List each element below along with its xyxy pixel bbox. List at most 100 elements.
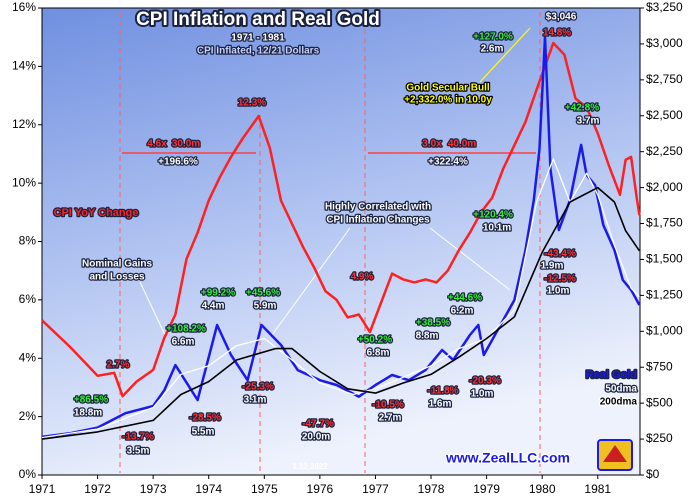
legend-label: 50dma [605, 384, 637, 395]
annotation: 3.1m [244, 395, 267, 406]
annotation: and Losses [89, 272, 144, 283]
annotation: +50.2% [358, 335, 392, 346]
annotation: 6.6m [172, 337, 195, 348]
annotation: +38.5% [416, 318, 450, 329]
annotation: +44.6% [448, 293, 482, 304]
chart-subtitle: 1971 - 1981 [231, 33, 285, 44]
annotation: -43.4% [544, 249, 576, 260]
y-tick-label: 6% [19, 292, 37, 306]
annotation: 5.5m [192, 427, 215, 438]
x-tick-label: 1971 [29, 482, 56, 496]
x-tick-label: 1978 [418, 482, 445, 496]
x-tick-label: 1981 [584, 482, 611, 496]
annotation: 10.1m [483, 223, 511, 234]
y-tick-label: 4% [19, 350, 37, 364]
annotation: 12.3% [238, 98, 266, 109]
annotation: 1.6m [429, 399, 452, 410]
annotation: +127.0% [473, 32, 513, 43]
y2-tick-label: $2,750 [646, 72, 683, 86]
annotation: Nominal Gains [82, 259, 152, 270]
annotation: 40.0m [448, 139, 476, 150]
annotation: 3.5m [127, 446, 150, 457]
annotation: 1.9m [541, 261, 564, 272]
y-tick-label: 16% [12, 0, 36, 14]
annotation: -47.7% [302, 419, 334, 430]
annotation: $3,046 [546, 12, 577, 23]
annotation: +99.2% [201, 288, 235, 299]
annotation: +86.5% [74, 395, 108, 406]
x-tick-label: 1979 [473, 482, 500, 496]
annotation: -12.5% [544, 274, 576, 285]
legend-label: 200dma [600, 397, 638, 408]
annotation: 3.0x [422, 139, 442, 150]
y2-tick-label: $1,250 [646, 288, 683, 302]
annotation: -20.3% [469, 376, 501, 387]
annotation: 30.0m [172, 139, 200, 150]
annotation: -10.5% [372, 400, 404, 411]
x-tick-label: 1976 [307, 482, 334, 496]
annotation: +322.4% [428, 157, 468, 168]
annotation: www.ZealLLC.com [445, 450, 570, 466]
annotation: 5.9m [254, 301, 277, 312]
annotation: 3.7m [577, 116, 600, 127]
annotation: +196.6% [158, 157, 198, 168]
annotation: +45.6% [246, 288, 280, 299]
annotation: 18.8m [74, 408, 102, 419]
y2-tick-label: $750 [646, 359, 673, 373]
pointer-arrow [479, 27, 531, 83]
series-line [41, 158, 640, 439]
y2-tick-label: $1,000 [646, 323, 683, 337]
annotation: Gold Secular Bull [406, 83, 490, 94]
annotation: +108.2% [166, 324, 206, 335]
y2-tick-label: $3,000 [646, 36, 683, 50]
pointer-arrow [139, 281, 166, 336]
series-line [41, 36, 641, 439]
annotation: 1.0m [471, 389, 494, 400]
legend-label: CPI YoY Change [54, 207, 139, 219]
y-tick-label: 0% [19, 467, 37, 481]
chart-title: CPI Inflation and Real Gold [136, 9, 380, 30]
annotation: 1.0m [547, 286, 570, 297]
pointer-arrow [271, 227, 351, 336]
y2-tick-label: $2,000 [646, 180, 683, 194]
x-tick-label: 1974 [195, 482, 222, 496]
x-tick-label: 1972 [84, 482, 111, 496]
annotation: 20.0m [302, 432, 330, 443]
x-tick-label: 1973 [140, 482, 167, 496]
annotation: 2.7m [379, 413, 402, 424]
annotation: 8.8m [416, 331, 439, 342]
y2-tick-label: $0 [646, 467, 660, 481]
series-line [41, 186, 641, 440]
annotation: +42.8% [565, 103, 599, 114]
y2-tick-label: $3,250 [646, 0, 683, 14]
annotation: 14.8% [543, 28, 571, 39]
y-tick-label: 10% [12, 175, 36, 189]
y2-tick-label: $1,500 [646, 252, 683, 266]
chart-subtitle: CPI Inflated, 12/21 Dollars [197, 46, 320, 57]
annotation: Highly Correlated with [325, 202, 431, 213]
annotation: 4.6x [147, 139, 167, 150]
y-tick-label: 2% [19, 409, 37, 423]
y-tick-label: 8% [19, 234, 37, 248]
annotation: 2.6m [481, 44, 504, 55]
pointer-arrow [429, 227, 511, 291]
annotation: 6.8m [367, 348, 390, 359]
y-tick-label: 14% [12, 59, 36, 73]
annotation: 6.2m [451, 306, 474, 317]
annotation: 1.12.2022 [292, 462, 328, 471]
x-tick-label: 1977 [362, 482, 389, 496]
y-tick-label: 12% [12, 117, 36, 131]
y2-tick-label: $2,500 [646, 108, 683, 122]
annotation: -28.5% [189, 413, 221, 424]
annotation: +2,332.0% in 10.0y [404, 95, 492, 106]
x-tick-label: 1975 [251, 482, 278, 496]
annotation: -13.7% [122, 432, 154, 443]
y2-tick-label: $250 [646, 431, 673, 445]
x-tick-label: 1980 [529, 482, 556, 496]
y2-tick-label: $2,250 [646, 144, 683, 158]
annotation: 2.7% [107, 360, 130, 371]
y2-tick-label: $1,750 [646, 216, 683, 230]
legend-label: Real Gold [586, 369, 637, 381]
annotation: +120.4% [473, 210, 513, 221]
